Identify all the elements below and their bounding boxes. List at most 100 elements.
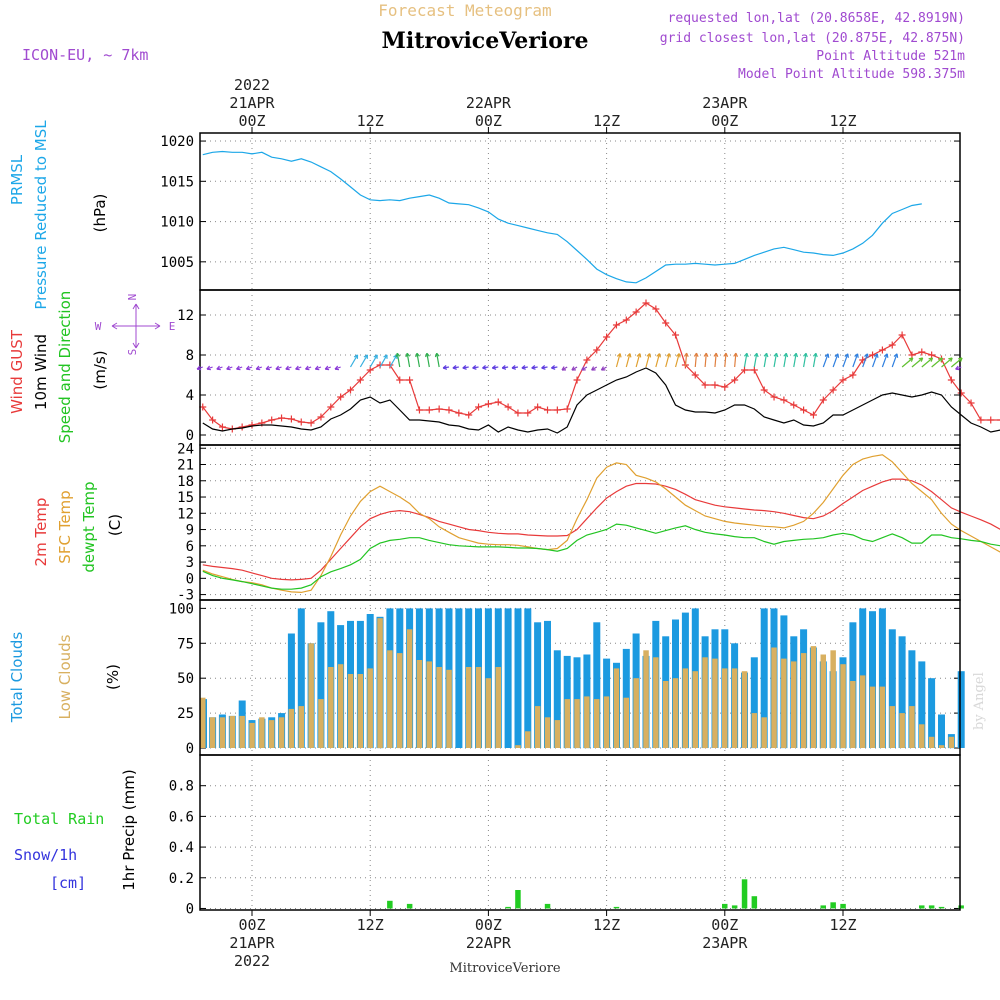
bar (958, 905, 964, 909)
panel-frame (199, 444, 961, 601)
bar (544, 620, 551, 748)
gust-marker (642, 299, 650, 307)
y-tick-label: 4 (186, 388, 194, 404)
bar (287, 633, 295, 748)
series-line (202, 478, 1000, 581)
y-tick-label: 0.8 (169, 779, 194, 795)
gust-marker (524, 409, 532, 417)
wind-arrow (714, 353, 717, 368)
panel-clouds: 0 25 50 75 100 (169, 599, 965, 757)
gust-marker (770, 393, 778, 401)
y-tick-label: 0.2 (169, 871, 194, 887)
bar (731, 905, 738, 909)
bottom-time-label: 23APR (702, 934, 748, 952)
y-tick-label: 1005 (160, 255, 194, 271)
bar (337, 664, 344, 748)
y-tick-label: 1020 (160, 134, 194, 150)
gust-marker (662, 319, 670, 327)
wind-arrow-head (206, 365, 211, 371)
gust-marker (691, 371, 699, 379)
pressure-unit: (hPa) (91, 194, 109, 233)
bar (869, 611, 876, 748)
bar (298, 706, 304, 748)
bottom-time-label: 21APR (229, 934, 275, 952)
wind-unit: (m/s) (91, 350, 109, 389)
wind-arrow-head (521, 365, 526, 370)
panel-precip: 0 0.2 0.4 0.6 0.8 (169, 754, 964, 917)
wind-arrow-head (693, 352, 699, 357)
gust-marker (918, 348, 926, 356)
gust-marker (544, 406, 551, 414)
gust-marker (218, 423, 226, 431)
low-clouds-label: Low Clouds (56, 634, 74, 719)
wind-arrow-head (803, 352, 808, 358)
y-tick-label: 1010 (160, 215, 194, 231)
model-altitude: Model Point Altitude 598.375m (738, 67, 965, 82)
compass-e: E (169, 320, 176, 333)
gust-marker (356, 376, 364, 384)
gust-marker (455, 409, 463, 417)
wind-arrow (842, 353, 849, 368)
wind-arrow-head (395, 352, 401, 358)
wind-arrow-head (636, 353, 642, 358)
snow-legend: Snow/1h (14, 846, 77, 864)
compass-n: N (126, 294, 139, 301)
bar (446, 669, 452, 748)
top-time-label: 23APR (702, 94, 748, 112)
bar (623, 697, 629, 748)
bar (928, 678, 936, 748)
bar (544, 717, 551, 748)
bottom-time-label: 00Z (475, 916, 502, 934)
bar (682, 668, 689, 748)
bar (928, 736, 935, 748)
gust-marker (819, 396, 827, 404)
bar (957, 671, 965, 748)
wind-arrow (684, 353, 688, 368)
wind-arrow-head (551, 365, 556, 370)
gust-marker (287, 415, 295, 423)
wind-arrow (931, 357, 943, 368)
bar (297, 608, 305, 748)
wind-arrow-head (541, 365, 546, 370)
wind-arrow-head (683, 352, 689, 357)
bar (249, 722, 255, 748)
y-tick-label: 12 (177, 308, 194, 324)
wind-arrow-head (955, 365, 960, 371)
gust-marker (376, 361, 384, 369)
top-time-label: 2022 (234, 76, 270, 94)
wind-arrow (822, 353, 829, 368)
wind-arrow-head (245, 365, 251, 371)
bar (722, 903, 728, 909)
wind-arrow-head (958, 357, 963, 362)
gust-marker (908, 351, 916, 359)
bottom-time-label: 12Z (829, 916, 856, 934)
y-tick-label: 9 (186, 523, 194, 539)
wind-arrow-head (854, 353, 859, 358)
gust-marker (327, 403, 335, 411)
bar (317, 622, 325, 748)
wind-arrow-head (948, 357, 953, 362)
clouds-unit: (%) (104, 664, 122, 690)
gust-marker (878, 346, 886, 354)
bar (219, 717, 226, 748)
gust-marker (780, 396, 788, 404)
wind-arrow-head (571, 366, 576, 371)
closest-coords: grid closest lon,lat (20.875E, 42.875N) (660, 31, 965, 46)
bar (387, 650, 393, 748)
bar (525, 731, 531, 749)
wind-arrow-head (763, 352, 769, 358)
bar (663, 681, 669, 748)
wind-arrow-head (844, 353, 849, 358)
gust-marker (337, 393, 345, 401)
bar (879, 686, 886, 748)
snow-unit: [cm] (50, 874, 86, 892)
wind-arrow (665, 353, 670, 368)
gust-marker (347, 386, 354, 394)
y-tick-label: 100 (169, 601, 194, 617)
bar (918, 661, 926, 748)
bar (416, 660, 423, 748)
wind-arrow (743, 353, 748, 368)
pressure-label: PRMSL (8, 154, 26, 205)
bar (938, 906, 945, 909)
